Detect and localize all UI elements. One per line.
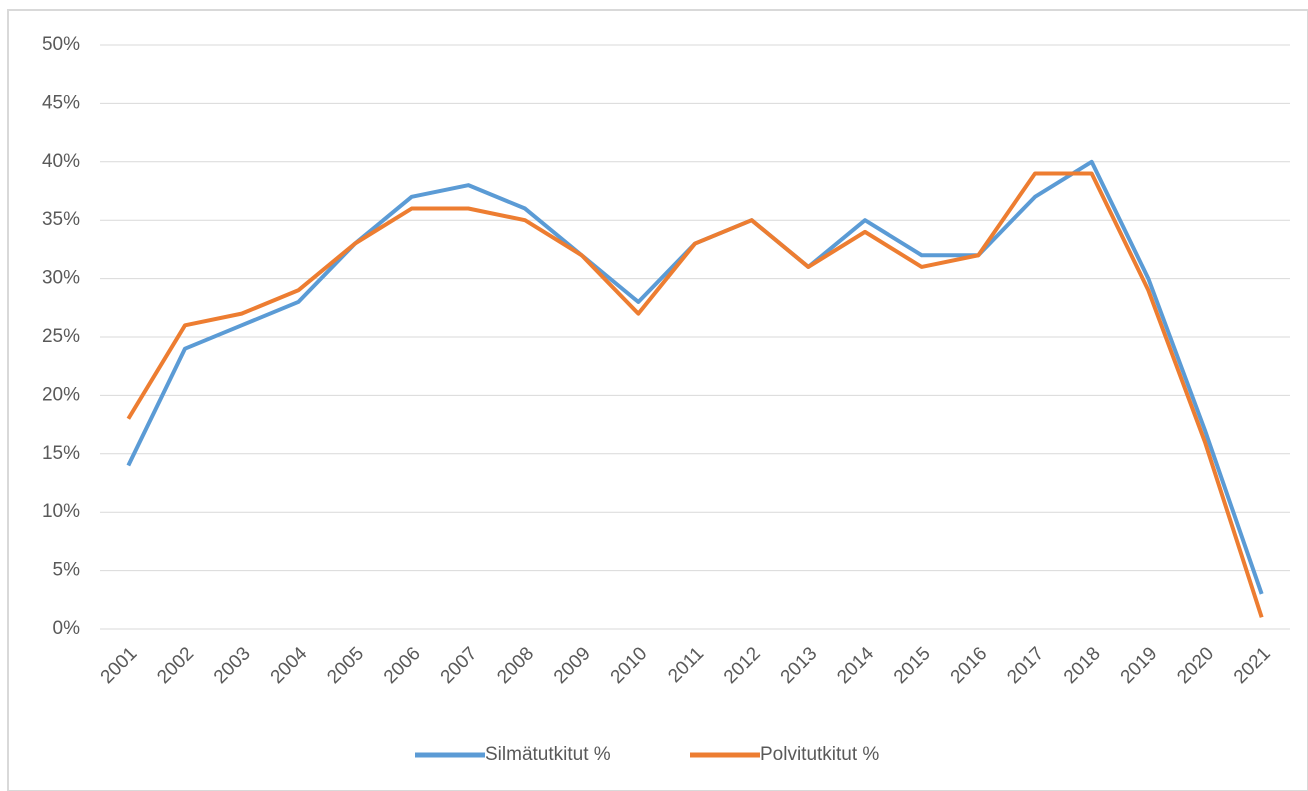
x-tick-label: 2003 [210,643,255,688]
y-tick-label: 30% [42,268,80,289]
x-tick-label: 2005 [323,643,368,688]
x-tick-label: 2013 [777,643,822,688]
legend-label: Silmätutkitut % [485,744,611,765]
x-tick-label: 2011 [664,643,708,687]
y-tick-label: 5% [53,560,81,581]
chart-border [7,9,1308,791]
y-tick-label: 15% [42,443,80,464]
y-tick-label: 20% [42,384,80,405]
x-tick-label: 2002 [153,643,198,688]
y-tick-label: 25% [42,326,80,347]
x-tick-label: 2007 [437,643,482,688]
x-tick-label: 2001 [97,643,142,688]
series-line [126,171,1264,618]
y-tick-label: 50% [42,34,80,55]
x-tick-label: 2015 [890,643,935,688]
x-tick-label: 2020 [1173,643,1218,688]
x-tick-label: 2004 [267,643,312,688]
x-tick-label: 2021 [1230,643,1275,688]
series-line [126,159,1264,595]
y-tick-label: 0% [53,618,81,639]
x-tick-label: 2012 [720,643,765,688]
x-tick-label: 2018 [1060,643,1105,688]
x-tick-label: 2006 [380,643,425,688]
x-tick-label: 2008 [493,643,538,688]
x-tick-label: 2014 [833,643,878,688]
y-tick-label: 10% [42,501,80,522]
legend-label: Polvitutkitut % [760,744,879,765]
y-tick-label: 45% [42,92,80,113]
y-tick-label: 35% [42,209,80,230]
x-tick-label: 2009 [550,643,595,688]
x-tick-label: 2016 [947,643,992,688]
x-tick-label: 2010 [607,643,652,688]
y-tick-label: 40% [42,151,80,172]
x-tick-label: 2019 [1117,643,1162,688]
x-tick-label: 2017 [1003,643,1048,688]
